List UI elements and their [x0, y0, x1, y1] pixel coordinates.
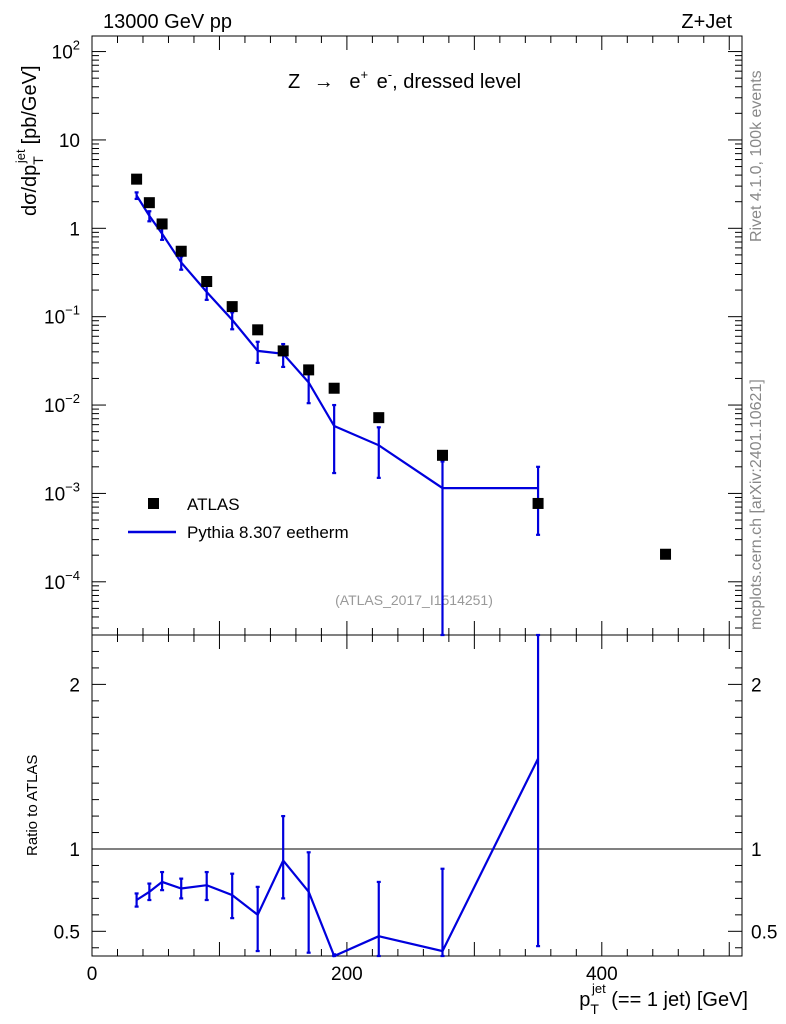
atlas-data-point [201, 276, 213, 288]
atlas-data-point [156, 218, 168, 230]
legend-atlas-label: ATLAS [187, 495, 240, 514]
side-mcplots-text: mcplots.cern.ch [arXiv:2401.10621] [748, 379, 765, 630]
y-tick-label-base: 10 [44, 484, 65, 505]
ratio-y-tick-label-left: 1 [69, 840, 80, 861]
x-tick-label: 200 [331, 964, 363, 985]
y-tick-label-base: 10 [44, 573, 65, 594]
energy-label: 13000 GeV pp [103, 11, 232, 33]
y-tick-label-exponent: −4 [65, 568, 80, 583]
ratio-y-tick-label-right: 0.5 [751, 922, 777, 943]
main-atlas-series [131, 173, 672, 560]
y-tick-label: 10−4 [44, 568, 80, 594]
x-tick-label: 400 [586, 964, 618, 985]
atlas-data-point [436, 449, 448, 461]
atlas-data-point [252, 324, 264, 336]
y-tick-label: 10−3 [44, 479, 80, 505]
atlas-data-point [277, 345, 289, 357]
atlas-data-point [303, 364, 315, 376]
ratio-y-tick-label-right: 1 [751, 840, 762, 861]
y-tick-label: 10−2 [44, 391, 80, 417]
y-tick-label: 10 [59, 131, 80, 152]
ratio-y-axis-label: Ratio to ATLAS [24, 755, 41, 856]
atlas-data-point [175, 245, 187, 257]
y-tick-label: 102 [52, 38, 80, 64]
y-tick-label-exponent: −2 [65, 391, 80, 406]
atlas-data-point [373, 412, 385, 424]
y-tick-label: 1 [69, 219, 80, 240]
ratio-plot-frame [91, 634, 743, 957]
x-tick-label: 0 [87, 964, 98, 985]
atlas-data-point [131, 173, 143, 185]
main-plot-title: Z → e+ e-, dressed level [288, 62, 521, 93]
y-tick-label-base: 10 [44, 308, 65, 329]
legend-mc-label: Pythia 8.307 eetherm [187, 523, 349, 542]
y-tick-label: 10−1 [44, 303, 80, 329]
atlas-data-point [143, 197, 155, 209]
analysis-watermark: (ATLAS_2017_I1514251) [335, 592, 493, 608]
main-mc-series [134, 191, 541, 637]
process-label: Z+Jet [681, 11, 732, 33]
ratio-y-tick-label-left: 2 [69, 675, 80, 696]
y-tick-label-exponent: 2 [73, 38, 80, 53]
y-tick-label-base: 10 [52, 43, 73, 64]
ratio-series-line [136, 758, 540, 958]
y-tick-label-base: 10 [44, 396, 65, 417]
ratio-y-tick-label-right: 2 [751, 675, 762, 696]
mc-series-line [135, 194, 539, 490]
main-plot-frame [91, 35, 743, 636]
y-tick-label-exponent: −3 [65, 479, 80, 494]
legend-atlas-marker [148, 498, 159, 509]
x-axis-label: pTjet (== 1 jet) [GeV] [579, 981, 748, 1017]
ratio-series [134, 633, 541, 958]
atlas-data-point [328, 382, 340, 394]
ratio-y-tick-label-left: 0.5 [54, 922, 80, 943]
side-rivet-text: Rivet 4.1.0, 100k events [748, 70, 765, 242]
atlas-data-point [660, 548, 672, 560]
main-y-axis-label: dσ/dpTjet[pb/GeV] [13, 65, 46, 216]
y-tick-label-exponent: −1 [65, 303, 80, 318]
atlas-data-point [226, 301, 238, 313]
atlas-data-point [532, 497, 544, 509]
